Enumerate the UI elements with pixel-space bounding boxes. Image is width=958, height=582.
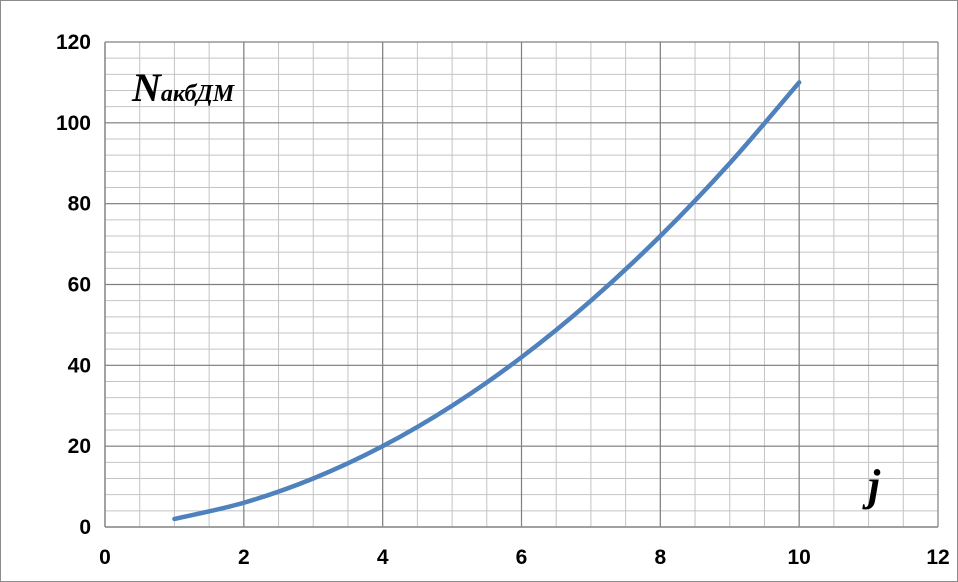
y-tick-label: 0: [79, 516, 91, 539]
x-tick-label: 0: [99, 546, 111, 569]
y-tick-label: 60: [68, 274, 91, 297]
series-line: [172, 80, 802, 522]
x-tick-label: 12: [926, 546, 949, 569]
y-tick-label: 40: [68, 354, 91, 377]
y-tick-label: 80: [68, 193, 91, 216]
y-axis-tick-labels: 0 20 40 60 80 100 120: [56, 31, 91, 539]
y-axis-label: NакбДМ: [131, 65, 236, 110]
x-tick-label: 10: [787, 546, 810, 569]
y-tick-label: 120: [56, 31, 91, 54]
x-tick-label: 2: [238, 546, 250, 569]
series-layer: [172, 80, 802, 522]
x-tick-label: 4: [377, 546, 389, 569]
x-tick-label: 6: [516, 546, 528, 569]
y-tick-label: 100: [56, 112, 91, 135]
x-axis-tick-labels: 0 2 4 6 8 10 12: [99, 546, 950, 569]
x-tick-label: 8: [654, 546, 666, 569]
y-axis-label-main: N: [131, 65, 163, 110]
axes: [104, 42, 938, 528]
y-tick-label: 20: [68, 435, 91, 458]
y-axis-label-subscript: акбДМ: [161, 81, 236, 107]
